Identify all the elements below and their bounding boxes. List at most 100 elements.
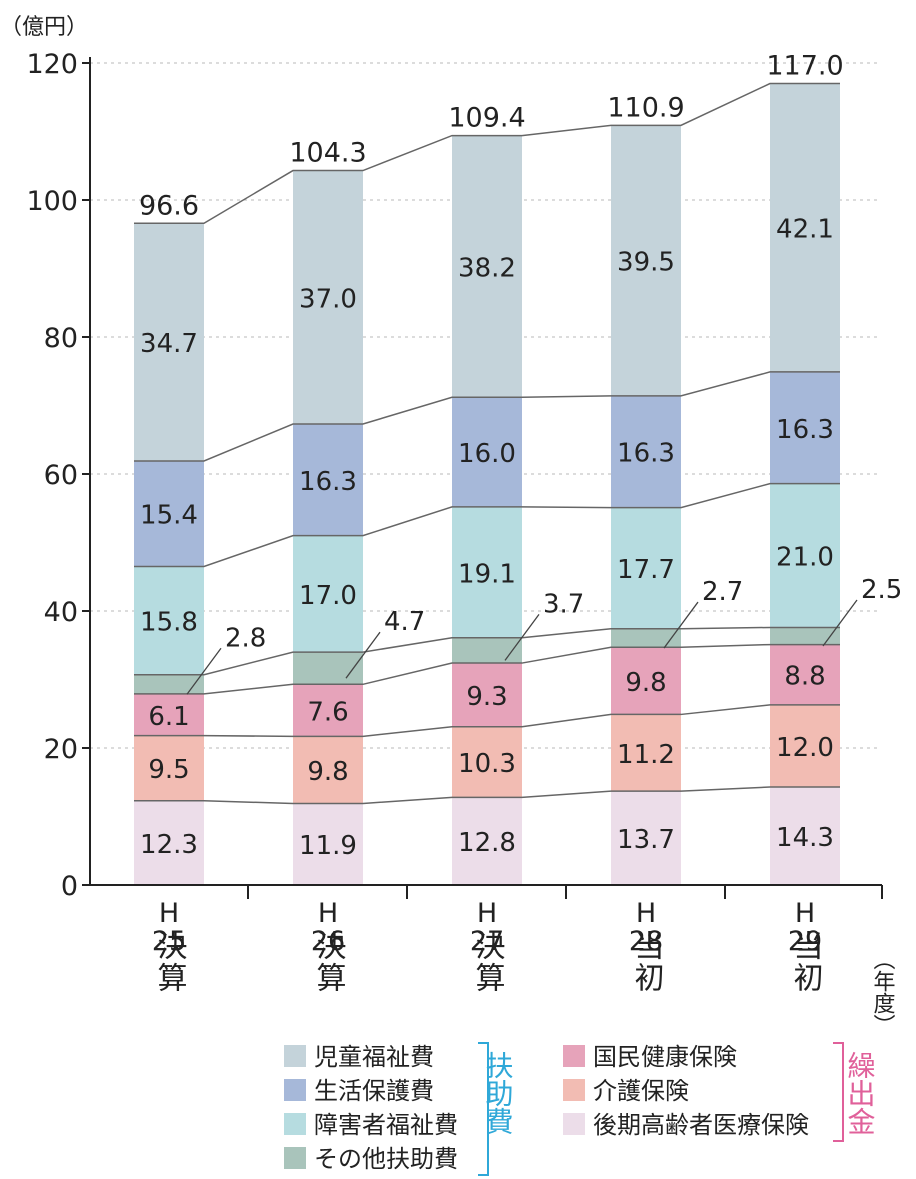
bar-segment: [770, 787, 840, 885]
bar-segment: [770, 83, 840, 372]
y-tick-label: 120: [26, 49, 78, 80]
legend-bracket: [833, 1042, 844, 1142]
legend-item-label: 国民健康保険: [593, 1043, 737, 1071]
bar-segment: [293, 803, 363, 885]
segment-value-label: 12.0: [776, 733, 834, 763]
series-connector-line: [134, 626, 840, 676]
segment-value-label: 34.7: [140, 329, 198, 359]
legend-item-label: その他扶助費: [314, 1145, 458, 1173]
x-label-era: H: [159, 898, 179, 929]
bar-segment: [611, 125, 681, 396]
x-axis-unit-label: （年度）: [870, 948, 896, 1036]
bar-segment: [611, 791, 681, 885]
series-connector-line: [134, 82, 840, 225]
legend-swatch: [563, 1113, 585, 1135]
x-label-era: H: [795, 898, 815, 929]
callout-line: [504, 614, 540, 661]
callout-line: [345, 631, 381, 679]
bar-segment: [611, 714, 681, 792]
bar-segment: [452, 726, 522, 798]
legend-swatch: [563, 1079, 585, 1101]
segment-value-label: 2.5: [861, 575, 902, 605]
legend-group-label: 繰出金: [844, 1051, 877, 1135]
bar-segment: [134, 800, 204, 885]
series-connector-line: [134, 371, 840, 462]
total-value-label: 109.4: [448, 103, 525, 134]
bar-segment: [293, 423, 363, 536]
segment-value-label: 21.0: [776, 543, 834, 573]
segment-value-label: 9.5: [148, 755, 189, 785]
bar-segment: [452, 506, 522, 638]
bar-segment: [134, 735, 204, 801]
segment-value-label: 15.4: [140, 501, 198, 531]
segment-value-label: 13.7: [617, 825, 675, 855]
segment-value-label: 19.1: [458, 559, 516, 589]
axes: [89, 57, 883, 899]
y-tick-label: 0: [61, 871, 78, 902]
bar-segment: [611, 628, 681, 648]
x-label-year: 29: [788, 926, 822, 957]
x-label-kind: 決算: [152, 930, 187, 994]
bar-segment: [293, 684, 363, 737]
bar-segment: [452, 637, 522, 664]
segment-value-label: 2.8: [225, 623, 266, 653]
bar-segment: [611, 507, 681, 629]
bar-segment: [452, 663, 522, 727]
total-value-labels: 96.6 104.3 109.4 110.9 117.0: [139, 51, 844, 222]
bar-segment: [770, 704, 840, 788]
legend-item-label: 生活保護費: [314, 1077, 434, 1105]
callout-line: [186, 647, 222, 695]
segment-value-label: 37.0: [299, 284, 357, 314]
bar-segment: [293, 652, 363, 685]
segment-value-label: 10.3: [458, 749, 516, 779]
segment-value-label: 16.3: [299, 467, 357, 497]
legend-swatch: [284, 1147, 306, 1169]
segment-value-label: 17.7: [617, 555, 675, 585]
bar-segment: [611, 395, 681, 508]
callout-line: [822, 599, 858, 647]
bar-segment: [134, 693, 204, 736]
segment-value-label: 6.1: [148, 702, 189, 732]
legend-swatch: [284, 1113, 306, 1135]
series-connector-line: [134, 704, 840, 738]
bar-segment: [134, 674, 204, 694]
segment-value-label: 2.7: [702, 577, 743, 607]
segment-value-label: 14.3: [776, 823, 834, 853]
segment-value-label: 8.8: [784, 662, 825, 692]
bar-segments: [134, 83, 840, 885]
bar-segment: [452, 397, 522, 507]
bar-segment: [134, 223, 204, 461]
segment-value-label: 17.0: [299, 581, 357, 611]
x-label-kind: 当初: [629, 930, 664, 994]
series-connector-line: [134, 786, 840, 805]
y-tick-label: 80: [44, 323, 78, 354]
x-label-kind: 決算: [311, 930, 346, 994]
x-label-year: 27: [470, 926, 504, 957]
segment-value-label: 9.3: [466, 682, 507, 712]
segment-value-label: 11.9: [299, 831, 357, 861]
x-label-year: 28: [629, 926, 663, 957]
x-label-era: H: [636, 898, 656, 929]
legend-item-label: 児童福祉費: [314, 1043, 434, 1071]
bar-segment: [293, 170, 363, 424]
legend-group-label: 扶助費: [482, 1051, 515, 1135]
x-label-era: H: [477, 898, 497, 929]
segment-value-label: 3.7: [543, 589, 584, 619]
bar-segment: [134, 566, 204, 675]
bar-segment: [770, 627, 840, 645]
legend-swatch: [284, 1079, 306, 1101]
x-label-era: H: [318, 898, 338, 929]
series-connector-lines: [134, 82, 840, 805]
segment-value-label: 16.0: [458, 439, 516, 469]
x-label-year: 26: [311, 926, 345, 957]
segment-value-label: 9.8: [625, 668, 666, 698]
segment-value-label: 11.2: [617, 740, 675, 770]
segment-value-label: 38.2: [458, 253, 516, 283]
y-tick-label: 40: [44, 597, 78, 628]
legend-swatch: [284, 1045, 306, 1067]
legend-swatch: [563, 1045, 585, 1067]
segment-value-label: 9.8: [307, 757, 348, 787]
total-value-label: 96.6: [139, 190, 199, 221]
